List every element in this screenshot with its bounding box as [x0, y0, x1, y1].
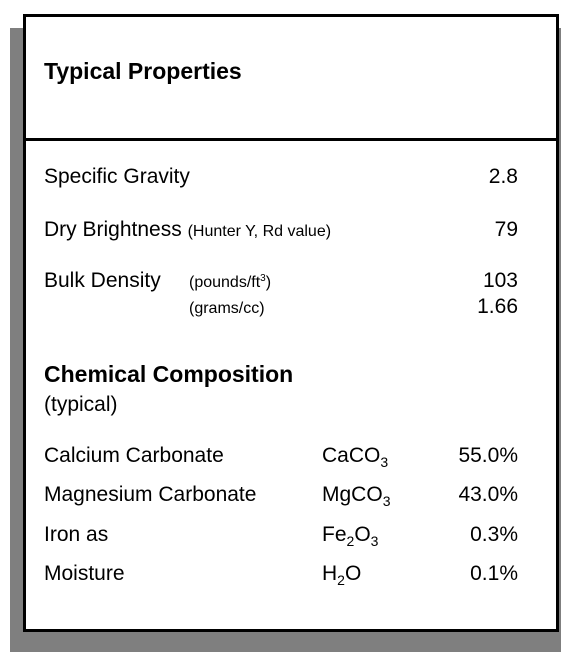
- bulk-density-value-grams: 1.66: [477, 295, 518, 318]
- chemical-row-formula: CaCO3: [322, 444, 389, 470]
- chemical-row-name: Magnesium Carbonate: [44, 483, 257, 506]
- dry-brightness-note: (Hunter Y, Rd value): [187, 223, 332, 240]
- chemical-row-name: Moisture: [44, 562, 125, 585]
- chemical-row-value: 0.3%: [470, 523, 518, 546]
- chemical-row-name: Calcium Carbonate: [44, 444, 224, 467]
- chemical-row-formula: MgCO3: [322, 483, 391, 509]
- formula-subscript: 2: [346, 533, 355, 549]
- formula-subscript: 3: [380, 454, 389, 470]
- properties-card: Typical Properties Specific Gravity 2.8 …: [23, 14, 559, 632]
- bulk-density-unit-exponent: 3: [260, 273, 266, 284]
- card-header: Typical Properties: [26, 17, 556, 141]
- formula-subscript: 2: [337, 572, 345, 588]
- dry-brightness-value: 79: [494, 218, 518, 241]
- chemical-row-formula: Fe2O3: [322, 523, 379, 549]
- dry-brightness-row: Dry Brightness (Hunter Y, Rd value): [44, 218, 331, 242]
- bulk-density-unit-pounds-text: (pounds/ft: [189, 274, 261, 291]
- formula-part: Fe: [322, 523, 347, 546]
- chemical-row-name: Iron as: [44, 523, 109, 546]
- chemical-row-value: 43.0%: [458, 483, 518, 506]
- formula-part: O: [354, 523, 371, 546]
- bulk-density-unit-close: ): [265, 274, 272, 291]
- chemical-row-formula: H2O: [322, 562, 362, 588]
- formula-part: O: [344, 562, 362, 585]
- dry-brightness-label: Dry Brightness: [44, 218, 182, 241]
- bulk-density-unit-pounds: (pounds/ft3): [189, 273, 272, 292]
- card-title: Typical Properties: [44, 58, 242, 84]
- bulk-density-unit-grams: (grams/cc): [189, 300, 265, 317]
- formula-part: H: [322, 562, 338, 585]
- specific-gravity-value: 2.8: [488, 165, 518, 188]
- chemical-composition-subheading: (typical): [44, 393, 118, 416]
- chemical-row-value: 55.0%: [458, 444, 518, 467]
- formula-part: CaCO: [322, 444, 381, 467]
- bulk-density-label: Bulk Density: [44, 269, 161, 292]
- formula-subscript: 3: [382, 493, 391, 509]
- chemical-composition-heading: Chemical Composition: [44, 361, 294, 387]
- formula-part: MgCO: [322, 483, 383, 506]
- bulk-density-value-pounds: 103: [482, 269, 518, 292]
- specific-gravity-label: Specific Gravity: [44, 165, 190, 188]
- chemical-row-value: 0.1%: [470, 562, 518, 585]
- formula-subscript: 3: [370, 533, 379, 549]
